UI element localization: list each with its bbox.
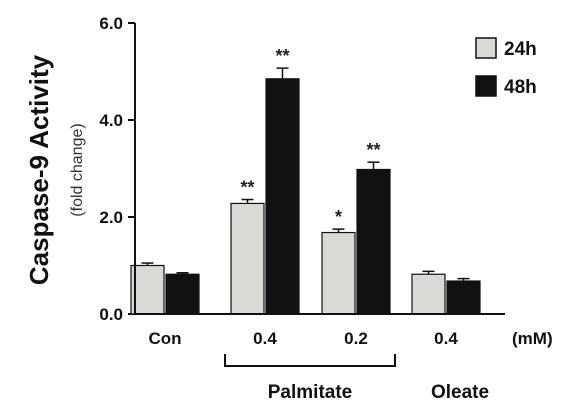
legend-swatch-48h: [475, 75, 497, 97]
y-tick-label: 6.0: [99, 14, 123, 33]
bar-24h-0: [130, 264, 165, 315]
bar-24h-1: [230, 202, 265, 315]
y-tick-label: 4.0: [99, 111, 123, 130]
group-label-oleate: Oleate: [431, 382, 489, 403]
palmitate-bracket: [224, 354, 396, 367]
significance-mark: *: [335, 207, 342, 227]
bar-24h-3: [411, 273, 446, 315]
x-tick-label: Con: [148, 329, 181, 348]
x-tick-label: 0.2: [344, 329, 368, 348]
significance-mark: **: [240, 178, 254, 198]
legend-label-48h: 48h: [504, 77, 537, 98]
x-tick-label: 0.4: [434, 329, 458, 348]
bar-48h-3: [446, 280, 481, 315]
group-labels: Palmitate Oleate: [224, 354, 489, 403]
x-tick-labels: Con 0.4 0.2 0.4: [148, 329, 458, 348]
bars: *******: [130, 46, 481, 315]
axes: [134, 23, 505, 315]
bar-48h-0: [165, 273, 200, 315]
unit-label: (mM): [512, 329, 553, 348]
bar-48h-2: [356, 168, 391, 315]
bar-48h-1: [265, 78, 300, 315]
legend-swatch-24h: [475, 37, 497, 59]
y-axis-label: Caspase-9 Activity: [24, 54, 54, 285]
bar-24h-2: [321, 231, 356, 315]
legend: 24h 48h: [475, 37, 537, 98]
group-label-palmitate: Palmitate: [268, 382, 352, 403]
y-tick-label: 2.0: [99, 208, 123, 227]
y-tick-label: 0.0: [99, 305, 123, 324]
legend-label-24h: 24h: [504, 39, 537, 60]
y-axis-sublabel: (fold change): [69, 123, 86, 216]
significance-mark: **: [366, 140, 380, 160]
y-ticks: 0.0 2.0 4.0 6.0: [99, 14, 135, 324]
significance-mark: **: [275, 46, 289, 66]
y-axis-title: Caspase-9 Activity (fold change): [24, 54, 86, 285]
x-tick-label: 0.4: [253, 329, 277, 348]
